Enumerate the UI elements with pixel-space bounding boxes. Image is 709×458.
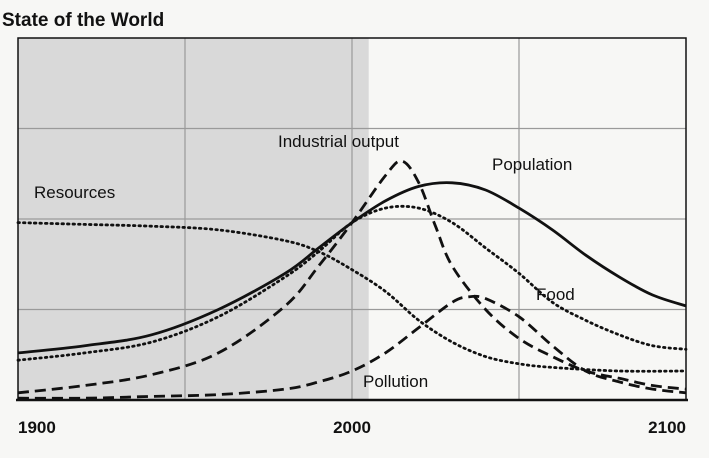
series-label-population: Population bbox=[492, 155, 572, 174]
series-line-food bbox=[16, 204, 688, 362]
series-line-population bbox=[17, 181, 687, 355]
series-label-resources: Resources bbox=[34, 183, 115, 202]
x-tick-label: 2000 bbox=[333, 418, 371, 437]
series-line-pollution bbox=[17, 294, 687, 400]
series-label-industrial-output: Industrial output bbox=[278, 132, 399, 151]
series-label-food: Food bbox=[536, 285, 575, 304]
series-line-resources bbox=[16, 221, 688, 373]
chart-title: State of the World bbox=[2, 10, 164, 31]
x-tick-label: 1900 bbox=[18, 418, 56, 437]
x-tick-label: 2100 bbox=[648, 418, 686, 437]
series-label-pollution: Pollution bbox=[363, 372, 428, 391]
